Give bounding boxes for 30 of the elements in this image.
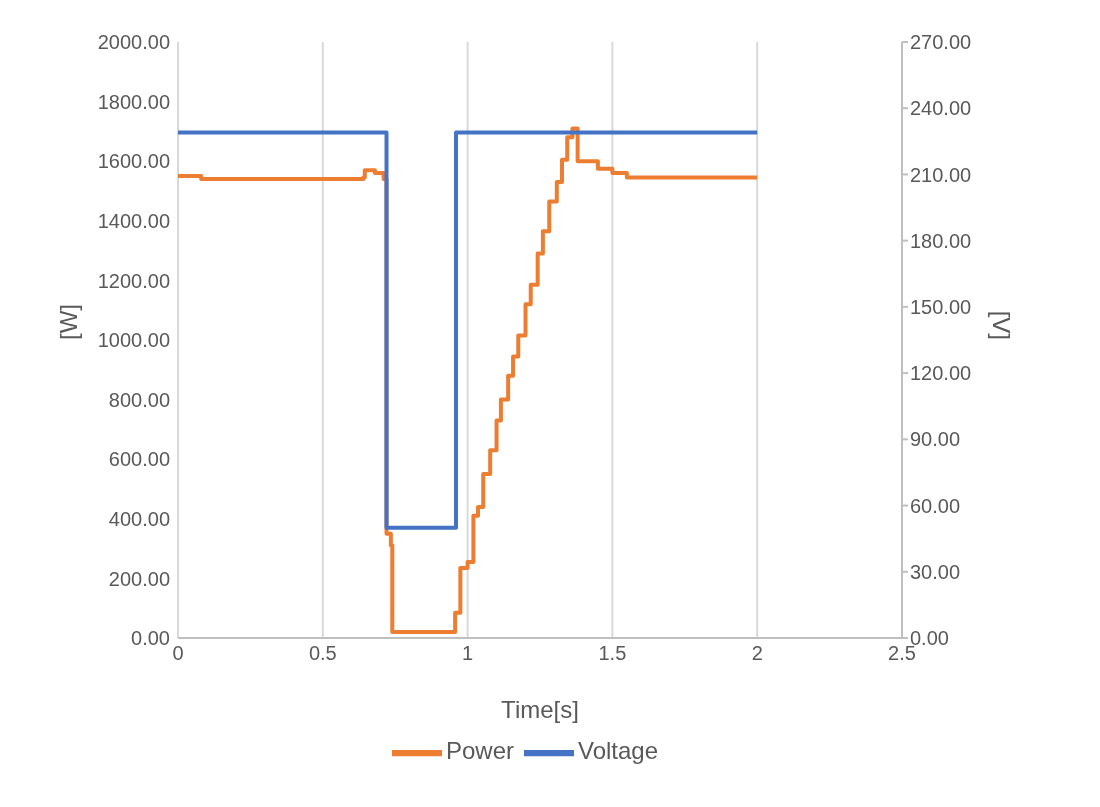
x-tick-label: 1 [462, 642, 474, 665]
y2-tick-label: 270.00 [910, 31, 972, 54]
y2-tick-label: 240.00 [910, 97, 972, 120]
y-tick-label: 2000.00 [97, 31, 170, 54]
y-tick-label: 200.00 [108, 567, 170, 590]
x-axis-title: Time[s] [501, 696, 579, 723]
y-tick-label: 800.00 [108, 388, 170, 411]
legend-label: Voltage [577, 737, 659, 765]
x-tick-label: 0 [172, 642, 184, 665]
x-tick-label: 2 [751, 642, 763, 665]
legend-label: Power [445, 737, 514, 765]
y-axis-title: [W] [54, 304, 82, 340]
y2-tick-label: 90.00 [910, 428, 961, 451]
y2-tick-label: 30.00 [910, 560, 961, 583]
y2-tick-label: 150.00 [910, 295, 972, 318]
y-tick-label: 1000.00 [97, 329, 170, 352]
y2-tick-label: 60.00 [910, 494, 961, 517]
y-tick-label: 400.00 [108, 507, 170, 530]
y-tick-label: 1400.00 [97, 209, 170, 232]
x-tick-label: 0.5 [308, 642, 337, 665]
x-tick-label: 1.5 [598, 642, 627, 665]
y2-tick-label: 120.00 [910, 362, 972, 385]
y2-axis-title: [V] [988, 310, 1016, 340]
y-tick-label: 600.00 [108, 448, 170, 471]
y2-tick-label: 180.00 [910, 229, 972, 252]
y-tick-label: 1200.00 [97, 269, 170, 292]
y2-tick-label: 210.00 [910, 163, 972, 186]
y-tick-label: 1600.00 [97, 150, 170, 173]
y-tick-label: 0.00 [131, 627, 170, 650]
y-tick-label: 1800.00 [97, 90, 170, 113]
